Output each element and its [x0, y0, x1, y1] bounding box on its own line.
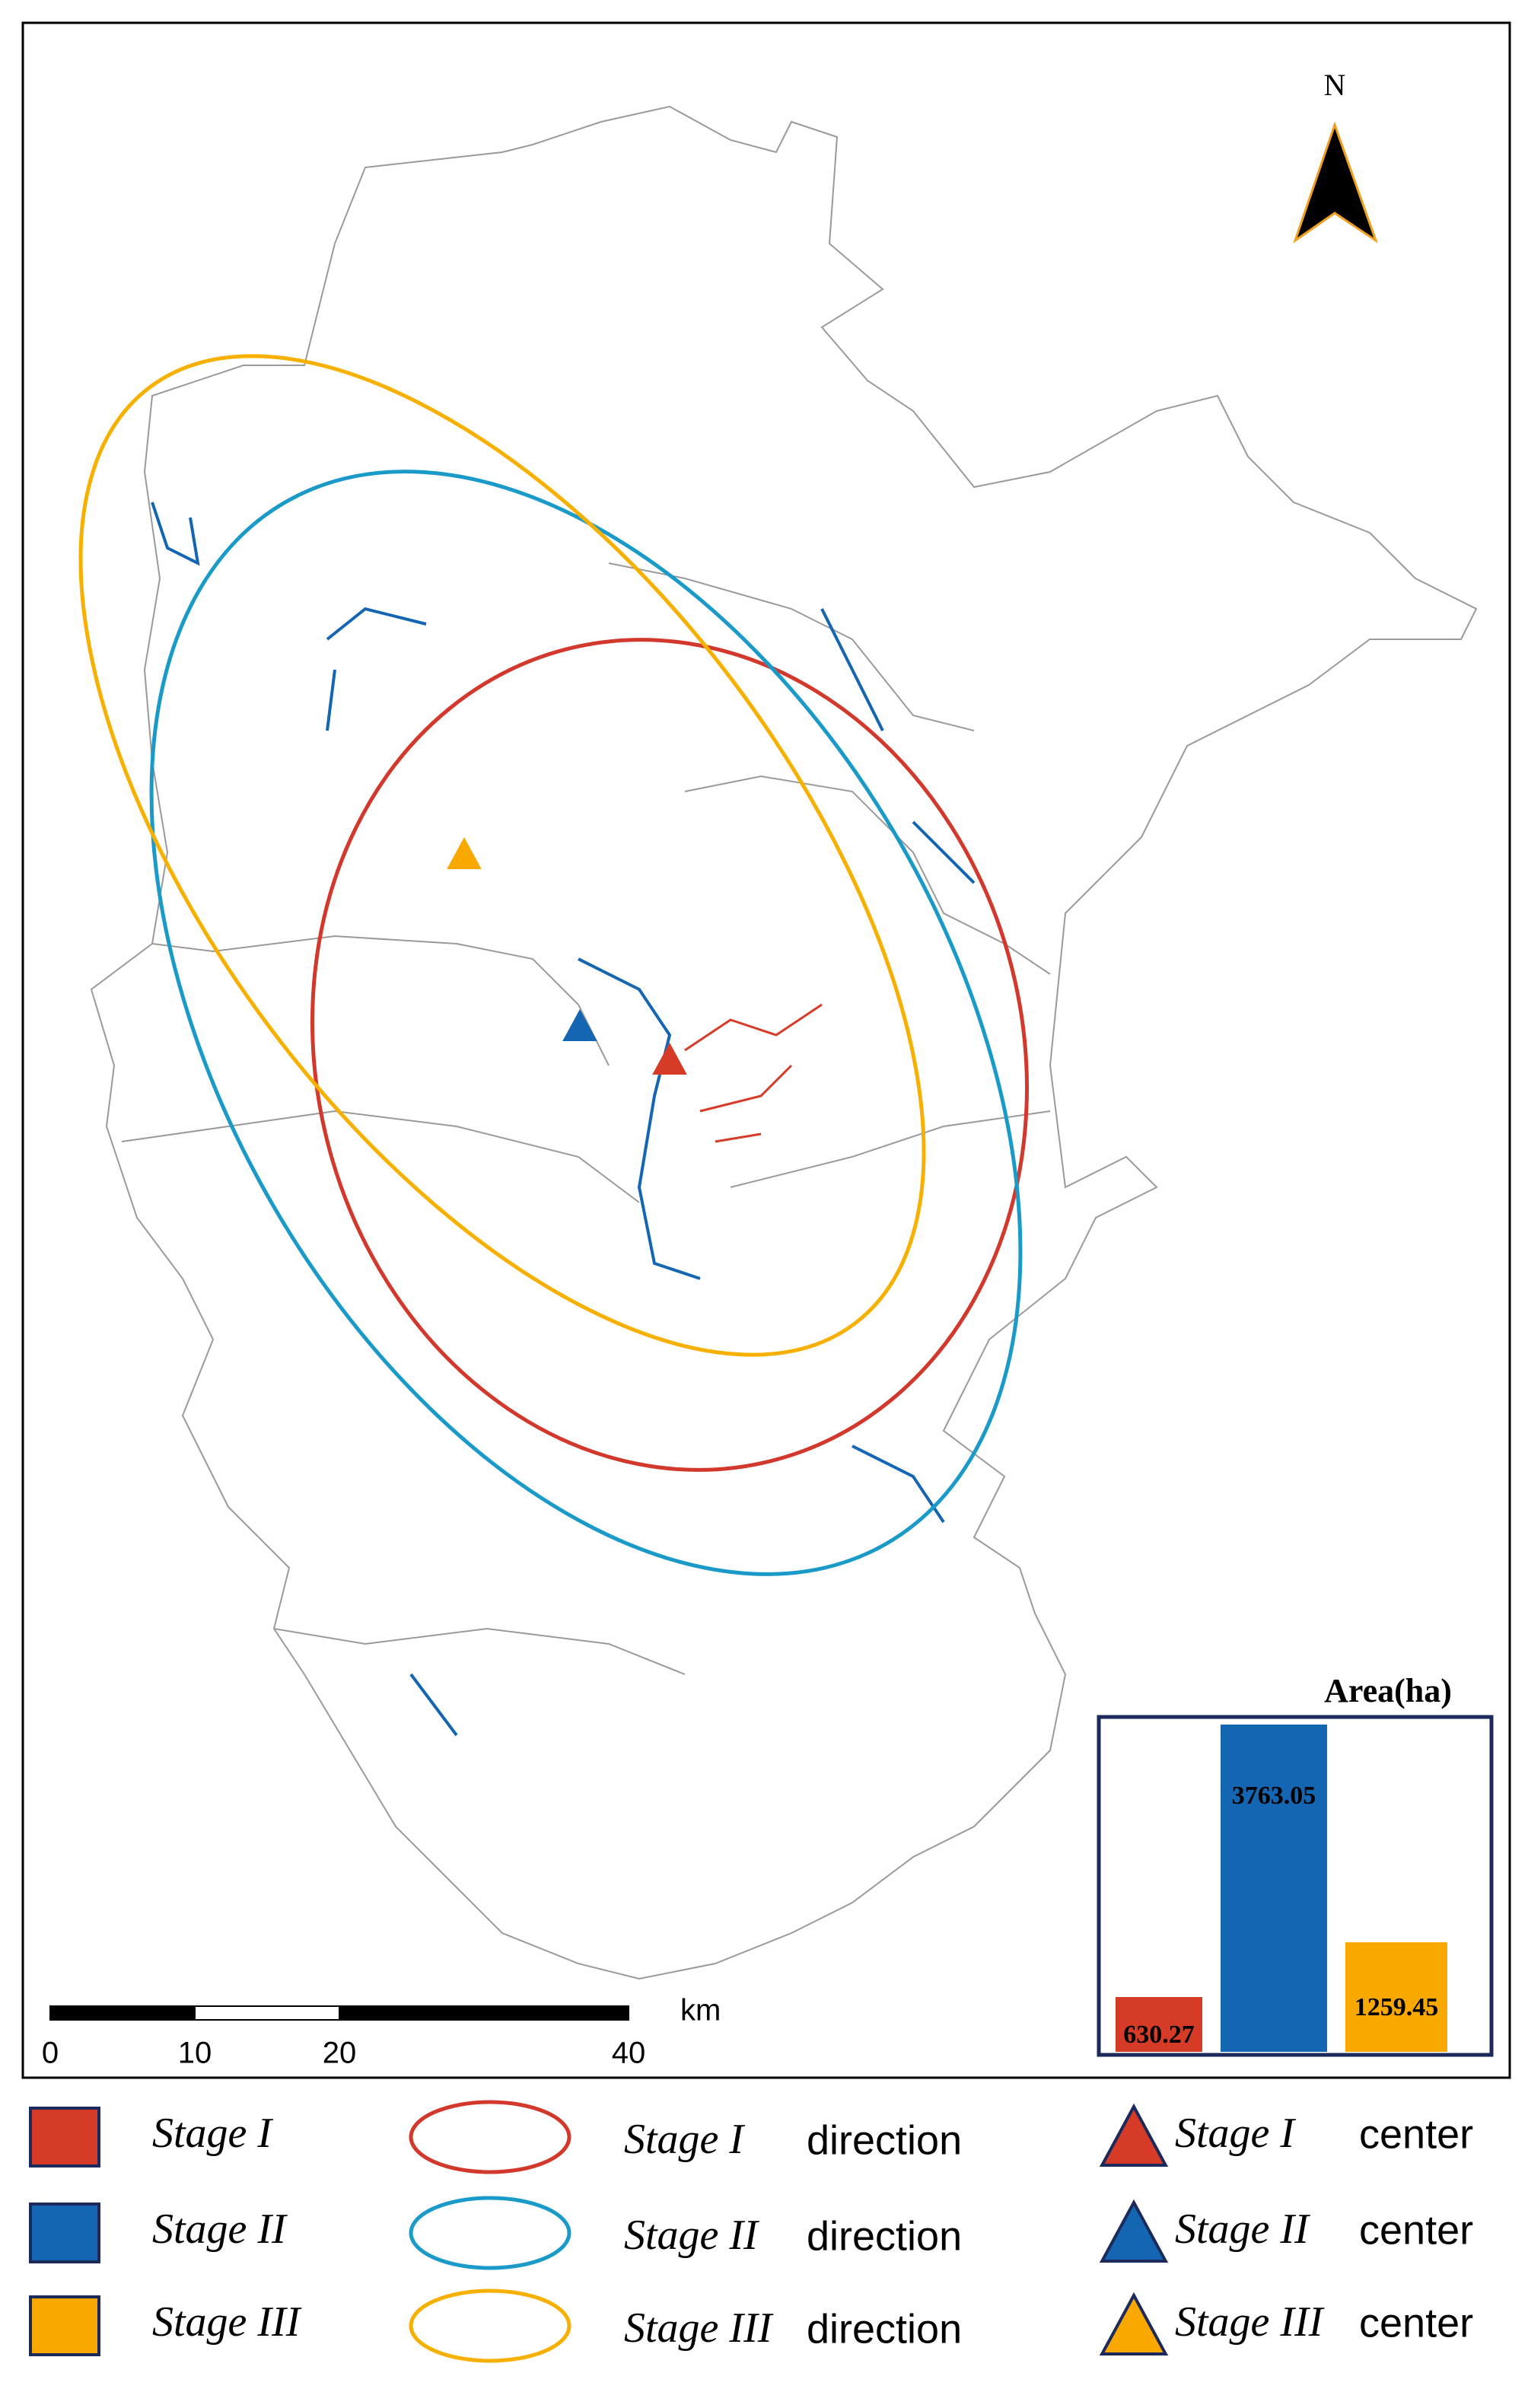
direction-ellipse [78, 354, 926, 1357]
north-arrow-shape [1293, 121, 1378, 244]
north-label: N [1324, 68, 1346, 102]
map-frame [21, 21, 1511, 2079]
scale-segment [194, 2005, 340, 2021]
inset-chart: Area(ha) 630.27 3763.05 1259.45 [1097, 1672, 1494, 2057]
scale-segment [339, 2005, 629, 2021]
scale-unit: km [680, 1994, 721, 2027]
scale-tick-label: 40 [612, 2037, 646, 2070]
scale-tick-label: 0 [42, 2037, 59, 2070]
inner-boundary [273, 1627, 686, 1675]
scale-tick-label: 10 [178, 2037, 212, 2070]
legend-label: Stage I [1175, 2110, 1296, 2157]
patch [326, 607, 427, 731]
patch [684, 1003, 823, 1143]
legend-label: Stage I [152, 2110, 273, 2157]
legend-ellipse [409, 2196, 571, 2270]
north-arrow: N [1293, 68, 1378, 244]
scale-bar: km 0 10 20 40 [42, 1994, 721, 2070]
legend-swatch [29, 2295, 100, 2356]
legend-suffix: center [1359, 2111, 1473, 2157]
legend-label: Stage III [152, 2298, 302, 2346]
legend-label: Stage III [624, 2304, 774, 2352]
center-marker [652, 1043, 687, 1075]
inner-boundary [730, 1110, 1051, 1188]
legend-suffix: direction [807, 2306, 962, 2352]
patch [578, 957, 701, 1280]
legend-ellipse [409, 2100, 571, 2174]
legend-suffix: center [1359, 2207, 1473, 2253]
bar [1345, 1942, 1447, 2052]
inner-boundary [121, 1110, 640, 1203]
legend-label: Stage II [152, 2206, 288, 2253]
legend-suffix: direction [807, 2213, 962, 2259]
patch [820, 608, 976, 884]
center-marker [447, 837, 482, 869]
center-marker [562, 1009, 597, 1041]
bar [1116, 1996, 1202, 2052]
region-outline [90, 105, 1478, 1980]
legend: Stage I Stage II Stage III Stage I direction… [29, 2100, 1473, 2363]
direction-ellipse [149, 470, 1023, 1576]
bar-value-label: 3763.05 [1232, 1782, 1316, 1810]
legend-triangle [1099, 2199, 1169, 2263]
legend-suffix: direction [807, 2117, 962, 2163]
legend-label: Stage III [1175, 2298, 1325, 2346]
inset-title: Area(ha) [1324, 1672, 1452, 1709]
scale-tick-label: 20 [323, 2037, 357, 2070]
legend-label: Stage II [1175, 2206, 1310, 2253]
patch [151, 502, 200, 566]
map-overlays [78, 354, 1029, 1576]
stage-i-patches [684, 1003, 823, 1143]
legend-suffix: center [1359, 2300, 1473, 2346]
inner-boundary [151, 935, 610, 1066]
legend-label: Stage II [624, 2212, 759, 2259]
legend-triangle [1099, 2292, 1169, 2355]
legend-label: Stage I [624, 2116, 745, 2163]
bar [1221, 1725, 1327, 2052]
legend-triangle [1099, 2103, 1169, 2167]
legend-swatch [29, 2203, 100, 2263]
bar-value-label: 1259.45 [1355, 1993, 1439, 2021]
legend-swatch [29, 2107, 100, 2168]
scale-segment [49, 2005, 196, 2021]
legend-ellipse [409, 2289, 571, 2363]
direction-ellipse [310, 638, 1029, 1472]
bar-value-label: 630.27 [1123, 2021, 1195, 2049]
